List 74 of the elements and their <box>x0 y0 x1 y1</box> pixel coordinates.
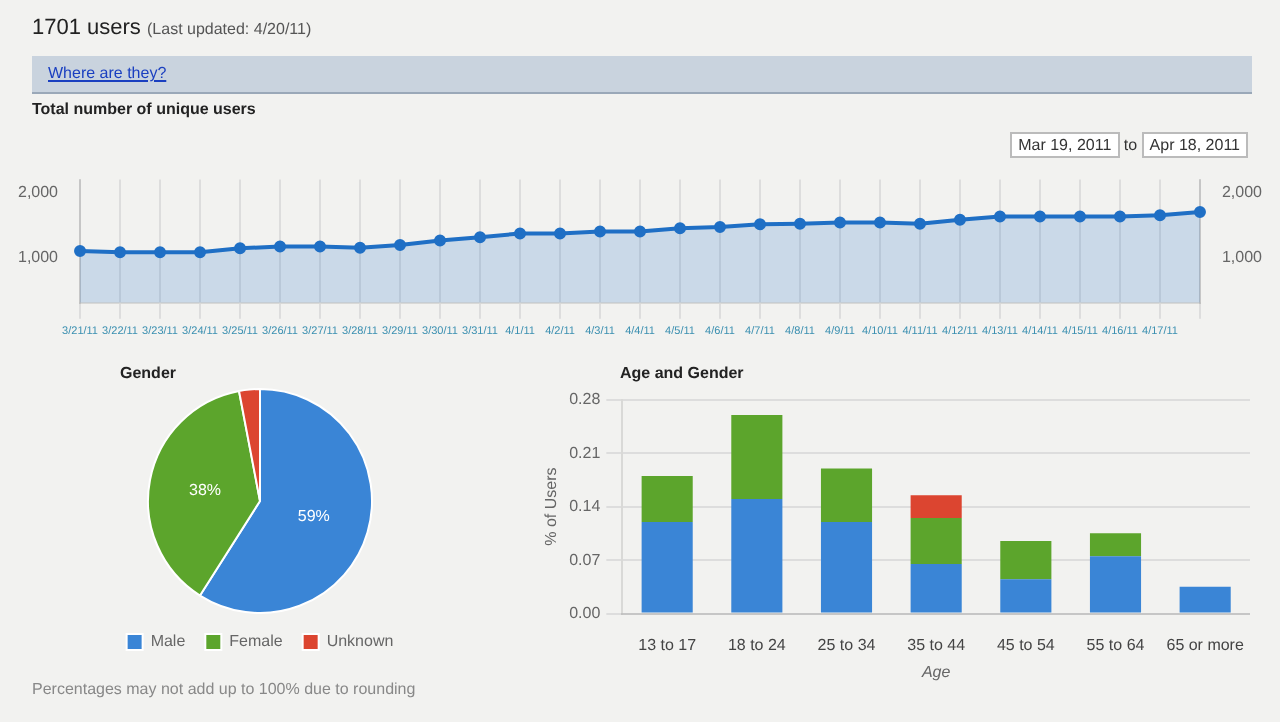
y2-tick-label: 2,000 <box>1221 182 1264 201</box>
bar <box>1179 586 1231 613</box>
bar <box>641 476 693 522</box>
legend-label: Female <box>229 632 284 651</box>
point <box>474 231 487 244</box>
bar <box>731 414 783 499</box>
text: to <box>1123 136 1138 154</box>
point <box>394 239 407 252</box>
point <box>793 217 806 230</box>
legend-label: Unknown <box>326 632 394 651</box>
x-tick-label: 25 to 34 <box>817 635 877 654</box>
bar <box>910 563 962 613</box>
text: Where are they? <box>48 64 167 82</box>
x-axis-title: Age <box>919 662 952 681</box>
bar <box>731 498 783 613</box>
point <box>833 216 846 229</box>
point <box>114 246 127 259</box>
point <box>1113 210 1126 223</box>
text: 1701 users <box>32 16 141 40</box>
data-label: 59% <box>297 507 330 526</box>
point <box>993 210 1006 223</box>
point <box>873 216 886 229</box>
y-tick-label: 0.28 <box>569 390 602 409</box>
legend-label: Male <box>150 632 187 651</box>
point <box>1193 206 1206 219</box>
chart-title: Gender <box>120 364 177 382</box>
bar <box>1089 556 1142 613</box>
point <box>1073 210 1086 223</box>
bar <box>1089 533 1142 557</box>
point <box>1153 209 1166 222</box>
x-tick-label: 55 to 64 <box>1086 635 1146 654</box>
bar <box>641 521 693 613</box>
x-tick-label: 18 to 24 <box>727 635 787 654</box>
point <box>554 227 567 240</box>
text: (Last updated: 4/20/11) <box>147 20 312 38</box>
y-tick-label: 0.21 <box>569 443 602 462</box>
point <box>314 240 327 253</box>
text: Apr 18, 2011 <box>1141 132 1248 158</box>
point <box>713 220 726 233</box>
x-tick-label: 65 or more <box>1166 635 1245 654</box>
y2-tick-label: 1,000 <box>1221 247 1264 266</box>
point <box>354 241 367 254</box>
bar <box>820 468 873 522</box>
point <box>674 222 686 235</box>
point <box>594 225 606 238</box>
data-label: 38% <box>188 480 222 499</box>
text: Percentages may not add up to 100% due to rounding <box>32 680 416 698</box>
point <box>514 227 527 240</box>
y-tick-label: 0.07 <box>569 550 602 569</box>
x-tick-label: 35 to 44 <box>907 635 967 654</box>
bar <box>820 521 873 613</box>
bar <box>910 518 962 564</box>
point <box>74 244 87 257</box>
point <box>953 213 966 226</box>
point <box>194 246 207 259</box>
point <box>154 246 167 259</box>
point <box>913 217 926 230</box>
point <box>1033 210 1046 223</box>
chart-title: Total number of unique users <box>32 100 256 118</box>
point <box>234 242 247 255</box>
bar <box>1000 579 1052 613</box>
chart-title: Age and Gender <box>620 364 744 382</box>
y-tick-label: 0.00 <box>569 604 602 623</box>
bar <box>1000 540 1052 580</box>
x-tick-label: 13 to 17 <box>638 635 698 654</box>
y-axis-title: % of Users <box>542 467 561 546</box>
x-tick-label: 45 to 54 <box>996 635 1056 654</box>
point <box>753 218 766 231</box>
point <box>634 225 646 238</box>
point <box>434 234 447 247</box>
y-tick-label: 0.14 <box>569 497 602 516</box>
bar <box>910 495 962 519</box>
text: Mar 19, 2011 <box>1010 132 1120 158</box>
point <box>274 240 287 253</box>
